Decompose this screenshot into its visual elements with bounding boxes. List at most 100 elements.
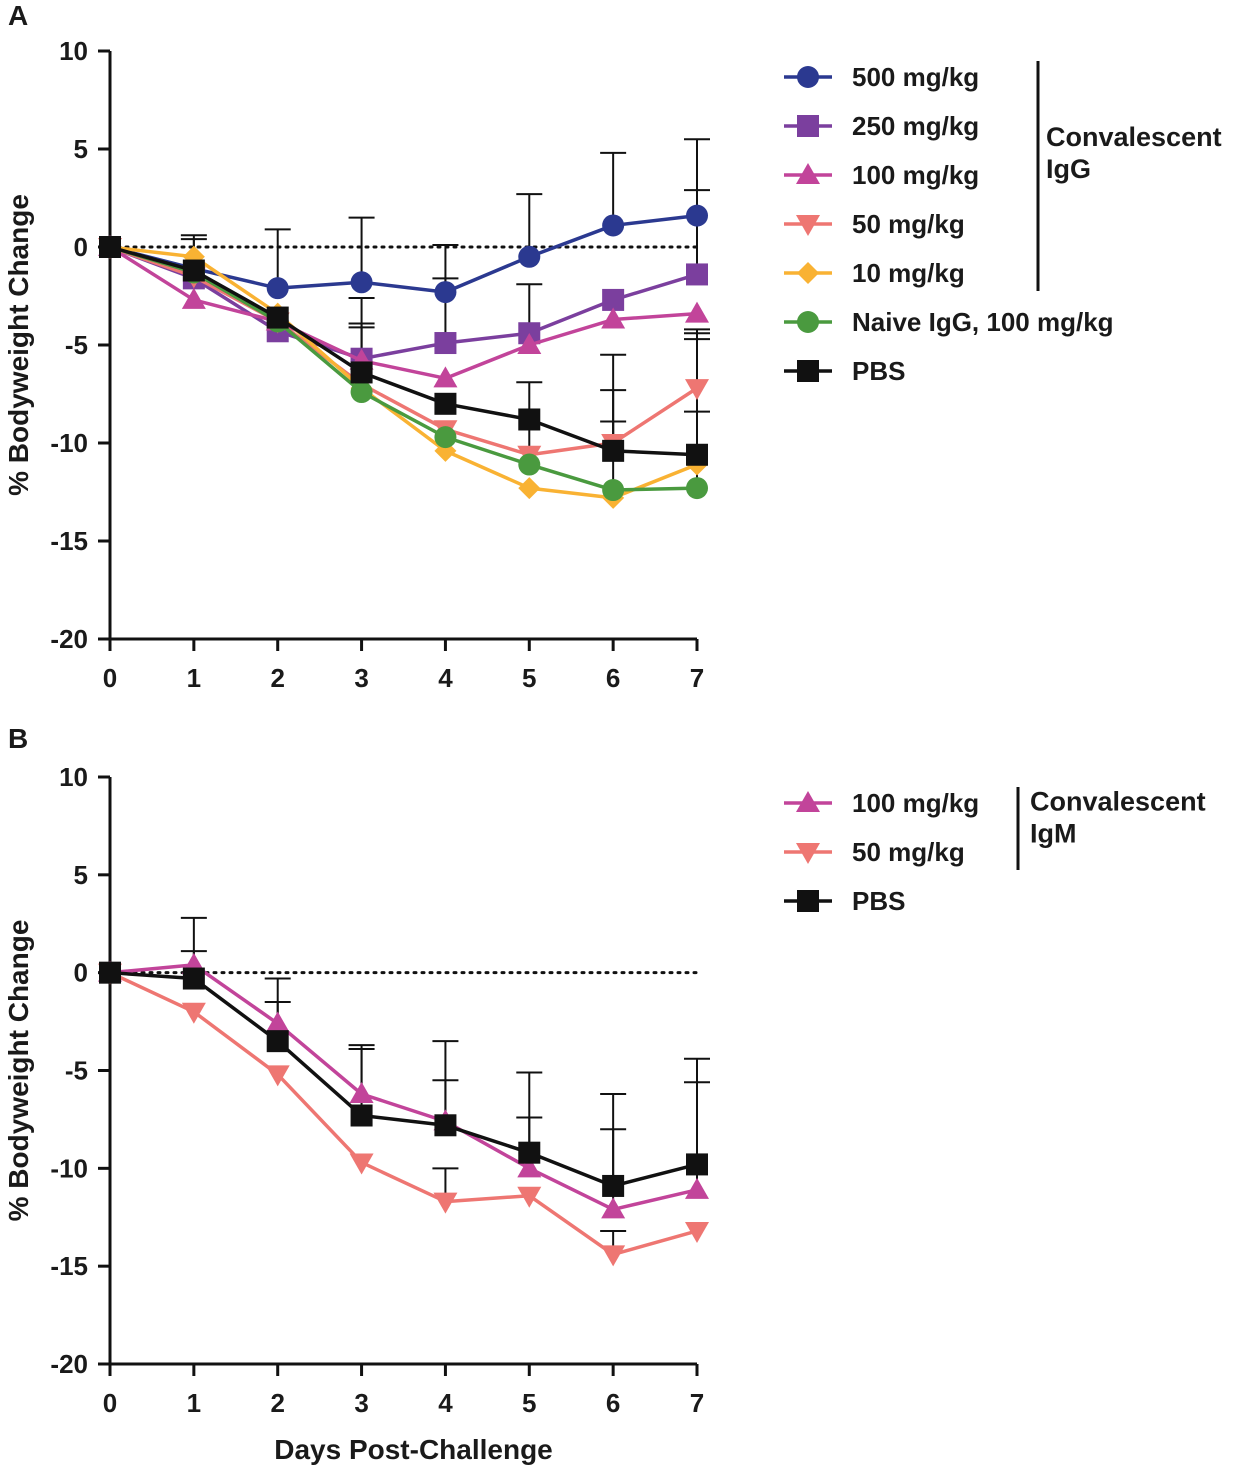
chart-panel-b: B 10 5 0 -5 -10 -15 -20 0 1 2 3 4 5 6 7 % Bodyweight Cha… [3,723,1206,1465]
series-line [109,971,698,1257]
data-point [182,967,205,990]
y-tick-label: -10 [50,428,88,458]
x-tick-label: 3 [354,1388,368,1418]
x-tick-label: 4 [438,1388,453,1418]
x-tick-label: 0 [103,663,117,693]
data-point [350,361,373,384]
legend-marker [797,890,819,912]
legend-marker [796,163,820,184]
data-point [602,288,625,311]
series-line [109,245,698,381]
y-tick-label: 5 [74,860,88,890]
data-point [181,287,206,309]
data-point [265,1011,290,1033]
y-tick-label: -10 [50,1153,88,1183]
x-tick-label: 0 [103,1388,117,1418]
y-tick-label: 0 [74,958,88,988]
x-tick-label: 1 [187,1388,201,1418]
x-tick-label: 5 [522,663,536,693]
legend-marker [796,791,820,812]
legend-group-label: IgM [1030,819,1077,849]
y-tick-label: -5 [65,1056,88,1086]
data-point [518,453,541,476]
data-point [601,1245,626,1267]
x-tick-label: 2 [270,663,284,693]
data-point [350,381,373,404]
data-point [349,1081,374,1103]
legend-label: 500 mg/kg [852,62,979,92]
data-point [518,408,541,431]
legend-label: PBS [852,886,905,916]
series-line [109,970,698,1188]
y-tick-label: -20 [50,1349,88,1379]
data-point [602,479,625,502]
legend-item: 10 mg/kg [784,258,965,288]
x-tick-label: 6 [606,663,620,693]
y-tick-label: 5 [74,134,88,164]
data-point [518,1141,541,1164]
data-point [350,271,373,294]
legend-marker [797,66,819,88]
data-point [685,1177,709,1199]
data-point [518,245,541,268]
y-tick-label: -20 [50,624,88,654]
data-point [434,281,457,304]
x-tick-label: 3 [354,663,368,693]
legend-item: 500 mg/kg [784,62,979,92]
series-line [109,245,698,457]
data-point [686,263,708,286]
legend-marker [797,115,819,137]
y-axis-title: % Bodyweight Change [3,920,34,1222]
panel-letter: B [8,723,28,754]
data-point [602,439,625,462]
data-point [265,1065,290,1087]
y-tick-label: -15 [50,526,88,556]
data-point [433,366,458,388]
data-point [601,307,626,329]
data-point [434,426,457,449]
series-line [109,245,698,500]
legend: 500 mg/kg 250 mg/kg 100 mg/kg 50 mg/kg 10 mg… [784,61,1222,386]
legend-item: 50 mg/kg [784,837,965,867]
data-point [518,477,541,500]
y-tick-label: 10 [59,36,88,66]
data-point [517,333,542,354]
data-point [685,301,709,323]
data-point [266,1030,289,1053]
legend-marker [797,262,819,284]
data-point [686,443,708,466]
data-point [266,277,289,300]
data-point [182,259,205,282]
legend-group-label: IgG [1046,154,1091,184]
x-tick-label: 5 [522,1388,536,1418]
legend-group-label: Convalescent [1046,122,1222,152]
legend-marker [796,215,820,236]
data-point [686,477,708,500]
data-point [349,1153,374,1175]
data-point [686,1153,708,1176]
legend-marker [797,360,819,382]
legend-item: 100 mg/kg [784,788,979,818]
y-axis-title: % Bodyweight Change [3,194,34,496]
legend-item: 250 mg/kg [784,111,979,141]
x-tick-label: 2 [270,1388,284,1418]
x-tick-label: 7 [690,1388,704,1418]
series-50-mg-kg [98,963,709,1267]
series-pbs [99,961,708,1197]
legend-label: 250 mg/kg [852,111,979,141]
legend-label: Naive IgG, 100 mg/kg [852,307,1114,337]
panel-letter: A [8,0,28,31]
series-line [109,245,698,492]
x-tick-label: 1 [187,663,201,693]
legend-label: 100 mg/kg [852,160,979,190]
legend-item: 50 mg/kg [784,209,965,239]
data-point [434,392,457,415]
x-tick-label: 6 [606,1388,620,1418]
data-point [99,961,121,984]
data-point [517,1186,542,1208]
data-point [685,1221,709,1243]
legend-label: 50 mg/kg [852,837,965,867]
legend-group-label: Convalescent [1030,787,1206,817]
